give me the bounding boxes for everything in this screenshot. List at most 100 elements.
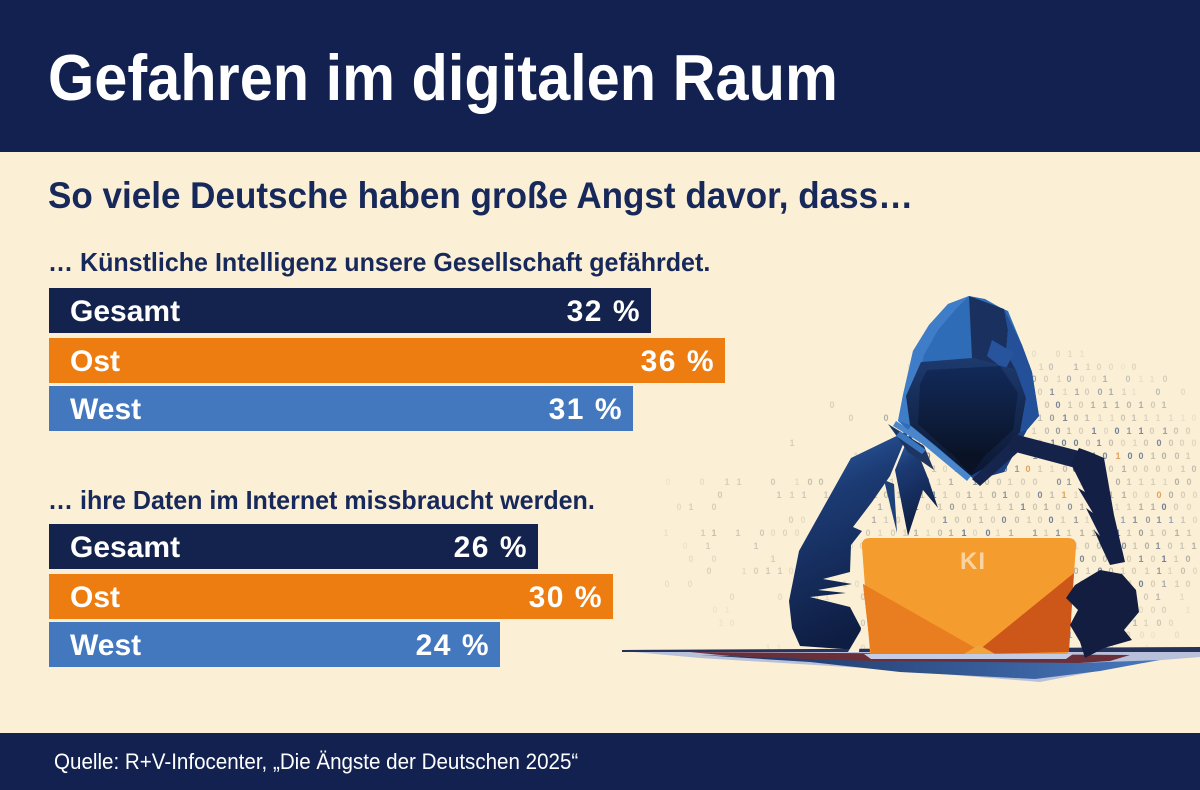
svg-text:0: 0 [753, 566, 758, 576]
svg-text:1: 1 [705, 541, 710, 551]
svg-text:0: 0 [829, 400, 834, 410]
svg-text:1: 1 [919, 490, 924, 500]
svg-text:0: 0 [942, 464, 947, 474]
svg-text:0: 0 [1079, 554, 1084, 564]
svg-text:1: 1 [1090, 400, 1095, 410]
svg-text:0: 0 [1020, 477, 1025, 487]
svg-text:1: 1 [1131, 387, 1136, 397]
svg-text:0: 0 [1161, 528, 1166, 538]
svg-text:0: 0 [1161, 605, 1166, 615]
svg-text:1: 1 [1126, 477, 1131, 487]
svg-text:1: 1 [1138, 374, 1143, 384]
svg-text:0: 0 [865, 528, 870, 538]
svg-text:1: 1 [1066, 426, 1071, 436]
svg-text:0: 0 [1150, 579, 1155, 589]
svg-text:0: 0 [1143, 592, 1148, 602]
svg-text:0: 0 [788, 515, 793, 525]
svg-text:1: 1 [776, 643, 781, 653]
svg-text:0: 0 [1143, 438, 1148, 448]
svg-text:0: 0 [860, 618, 865, 628]
svg-text:0: 0 [800, 515, 805, 525]
svg-text:0: 0 [1180, 490, 1185, 500]
svg-text:1: 1 [1150, 502, 1155, 512]
svg-text:1: 1 [700, 528, 705, 538]
svg-text:0: 0 [1180, 387, 1185, 397]
svg-text:0: 0 [996, 477, 1001, 487]
svg-text:0: 0 [1078, 426, 1083, 436]
svg-text:0: 0 [717, 490, 722, 500]
svg-text:0: 0 [895, 515, 900, 525]
svg-text:KI: KI [960, 548, 986, 575]
svg-text:0: 0 [770, 477, 775, 487]
svg-text:1: 1 [823, 643, 828, 653]
svg-text:1: 1 [978, 515, 983, 525]
svg-text:1: 1 [1061, 490, 1066, 500]
svg-text:1: 1 [1062, 387, 1067, 397]
svg-text:0: 0 [1037, 490, 1042, 500]
svg-text:0: 0 [1120, 362, 1125, 372]
svg-text:1: 1 [1138, 502, 1143, 512]
svg-text:0: 0 [1055, 426, 1060, 436]
svg-text:1: 1 [978, 490, 983, 500]
svg-text:1: 1 [1161, 554, 1166, 564]
svg-text:0: 0 [711, 502, 716, 512]
svg-text:1: 1 [1173, 554, 1178, 564]
svg-text:1: 1 [736, 477, 741, 487]
svg-text:0: 0 [1061, 438, 1066, 448]
svg-text:1: 1 [1096, 438, 1101, 448]
svg-text:0: 0 [1097, 387, 1102, 397]
svg-text:1: 1 [877, 528, 882, 538]
svg-text:0: 0 [1191, 438, 1196, 448]
svg-text:0: 0 [1131, 362, 1136, 372]
svg-text:1: 1 [948, 477, 953, 487]
svg-text:1: 1 [1126, 426, 1131, 436]
svg-text:1: 1 [996, 502, 1001, 512]
svg-text:0: 0 [1167, 464, 1172, 474]
svg-text:0: 0 [1168, 438, 1173, 448]
svg-text:1: 1 [1143, 618, 1148, 628]
svg-text:0: 0 [1131, 566, 1136, 576]
svg-text:1: 1 [1150, 451, 1155, 461]
svg-text:1: 1 [942, 515, 947, 525]
svg-text:0: 0 [1037, 515, 1042, 525]
svg-text:1: 1 [1138, 400, 1143, 410]
svg-text:0: 0 [1096, 362, 1101, 372]
svg-text:0: 0 [1186, 502, 1191, 512]
svg-text:1: 1 [1073, 362, 1078, 372]
svg-text:0: 0 [925, 502, 930, 512]
svg-text:0: 0 [794, 528, 799, 538]
svg-text:1: 1 [724, 477, 729, 487]
svg-text:1: 1 [1074, 387, 1079, 397]
svg-text:0: 0 [1150, 554, 1155, 564]
svg-text:0: 0 [1144, 541, 1149, 551]
svg-text:1: 1 [1037, 464, 1042, 474]
svg-text:1: 1 [871, 515, 876, 525]
svg-text:1: 1 [1079, 349, 1084, 359]
svg-text:0: 0 [966, 515, 971, 525]
svg-text:1: 1 [1174, 579, 1179, 589]
svg-text:1: 1 [1066, 528, 1071, 538]
svg-text:0: 0 [1132, 490, 1137, 500]
svg-text:0: 0 [1056, 477, 1061, 487]
svg-text:0: 0 [813, 592, 818, 602]
svg-text:0: 0 [1143, 464, 1148, 474]
svg-text:0: 0 [788, 566, 793, 576]
svg-text:0: 0 [937, 528, 942, 538]
svg-text:0: 0 [1174, 477, 1179, 487]
svg-text:0: 0 [1062, 464, 1067, 474]
svg-text:1: 1 [931, 490, 936, 500]
svg-text:1: 1 [1073, 490, 1078, 500]
svg-text:0: 0 [1108, 464, 1113, 474]
svg-text:1: 1 [983, 502, 988, 512]
svg-text:0: 0 [1044, 426, 1049, 436]
svg-text:0: 0 [1037, 387, 1042, 397]
svg-text:1: 1 [966, 490, 971, 500]
svg-text:0: 0 [682, 541, 687, 551]
svg-text:1: 1 [1168, 515, 1173, 525]
svg-text:0: 0 [1192, 515, 1197, 525]
svg-text:1: 1 [883, 515, 888, 525]
svg-text:1: 1 [1032, 528, 1037, 538]
svg-text:0: 0 [848, 413, 853, 423]
svg-text:0: 0 [1102, 554, 1107, 564]
svg-text:0: 0 [1078, 400, 1083, 410]
